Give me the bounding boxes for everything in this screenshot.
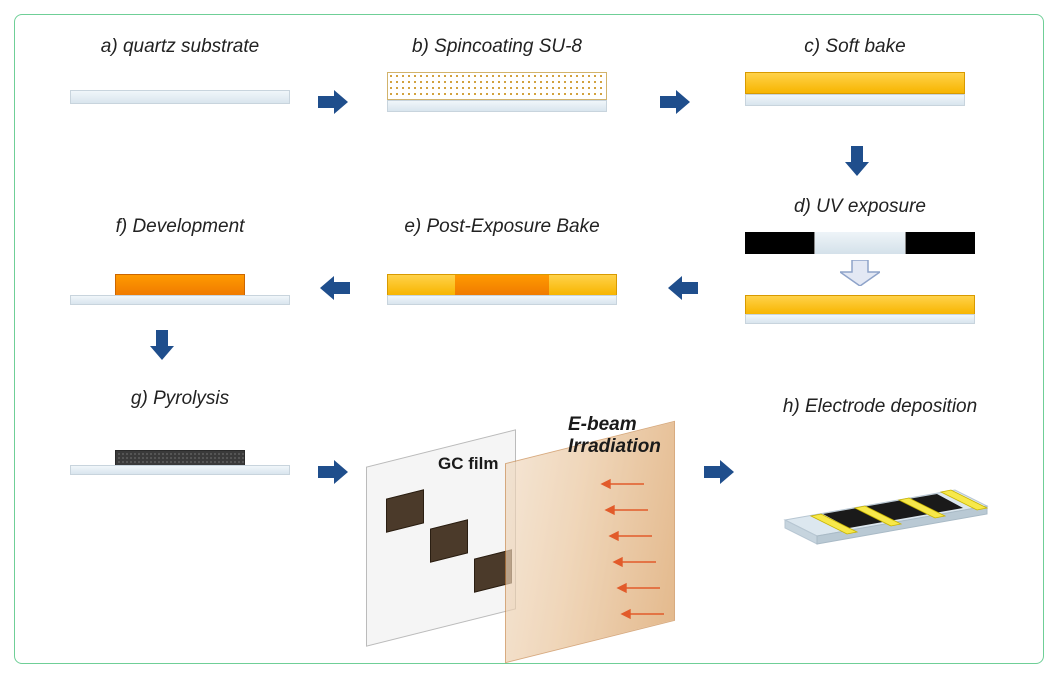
step-c: c) Soft bake <box>730 36 980 106</box>
substrate-b <box>387 100 607 112</box>
substrate-c <box>745 94 965 106</box>
step-h: h) Electrode deposition <box>750 396 1010 542</box>
step-h-label: h) Electrode deposition <box>750 396 1010 418</box>
step-e: e) Post-Exposure Bake <box>372 216 632 305</box>
arrow-g-to-ebeam <box>318 460 348 484</box>
step-d: d) UV exposure <box>730 196 990 324</box>
pyrolyzed-carbon <box>115 450 245 466</box>
ebeam-label: E-beam Irradiation <box>568 414 661 458</box>
pe-unexposed-right <box>549 275 616 295</box>
uv-down-arrow-icon <box>840 260 880 291</box>
uv-mask <box>745 232 975 254</box>
arrow-d-to-e <box>668 276 698 300</box>
arrow-a-to-b <box>318 90 348 114</box>
beam-arrows-icon <box>524 476 674 636</box>
arrow-c-to-d <box>845 146 869 176</box>
mask-opaque-right <box>906 232 975 254</box>
substrate-g <box>70 465 290 475</box>
step-g: g) Pyrolysis <box>60 388 300 475</box>
step-d-label: d) UV exposure <box>730 196 990 218</box>
su8-solid-layer <box>745 72 965 94</box>
step-c-label: c) Soft bake <box>730 36 980 58</box>
su8-dotted-coating <box>387 72 607 100</box>
ebeam-label-line2: Irradiation <box>568 436 661 457</box>
pe-exposed-center <box>455 275 549 295</box>
pe-unexposed-left <box>388 275 455 295</box>
electrode-device <box>765 432 995 542</box>
step-b-label: b) Spincoating SU-8 <box>372 36 622 58</box>
step-e-label: e) Post-Exposure Bake <box>372 216 632 238</box>
mask-window <box>814 232 906 254</box>
arrow-f-to-g <box>150 330 174 360</box>
step-g-label: g) Pyrolysis <box>60 388 300 410</box>
step-b: b) Spincoating SU-8 <box>372 36 622 112</box>
arrow-e-to-f <box>320 276 350 300</box>
arrow-ebeam-to-h <box>704 460 734 484</box>
mask-opaque-left <box>745 232 814 254</box>
post-exposure-layer <box>387 274 617 296</box>
step-f-label: f) Development <box>60 216 300 238</box>
ebeam-irradiation-panel: GC film E-beam Irradiation <box>360 398 680 628</box>
substrate-f <box>70 295 290 305</box>
step-f: f) Development <box>60 216 300 305</box>
su8-layer-d <box>745 295 975 315</box>
arrow-b-to-c <box>660 90 690 114</box>
substrate-e <box>387 295 617 305</box>
gc-film-label: GC film <box>438 454 498 474</box>
substrate-d <box>745 314 975 324</box>
step-a-label: a) quartz substrate <box>60 36 300 58</box>
step-a: a) quartz substrate <box>60 36 300 104</box>
developed-pattern <box>115 274 245 296</box>
quartz-substrate <box>70 90 290 104</box>
ebeam-label-line1: E-beam <box>568 414 637 435</box>
